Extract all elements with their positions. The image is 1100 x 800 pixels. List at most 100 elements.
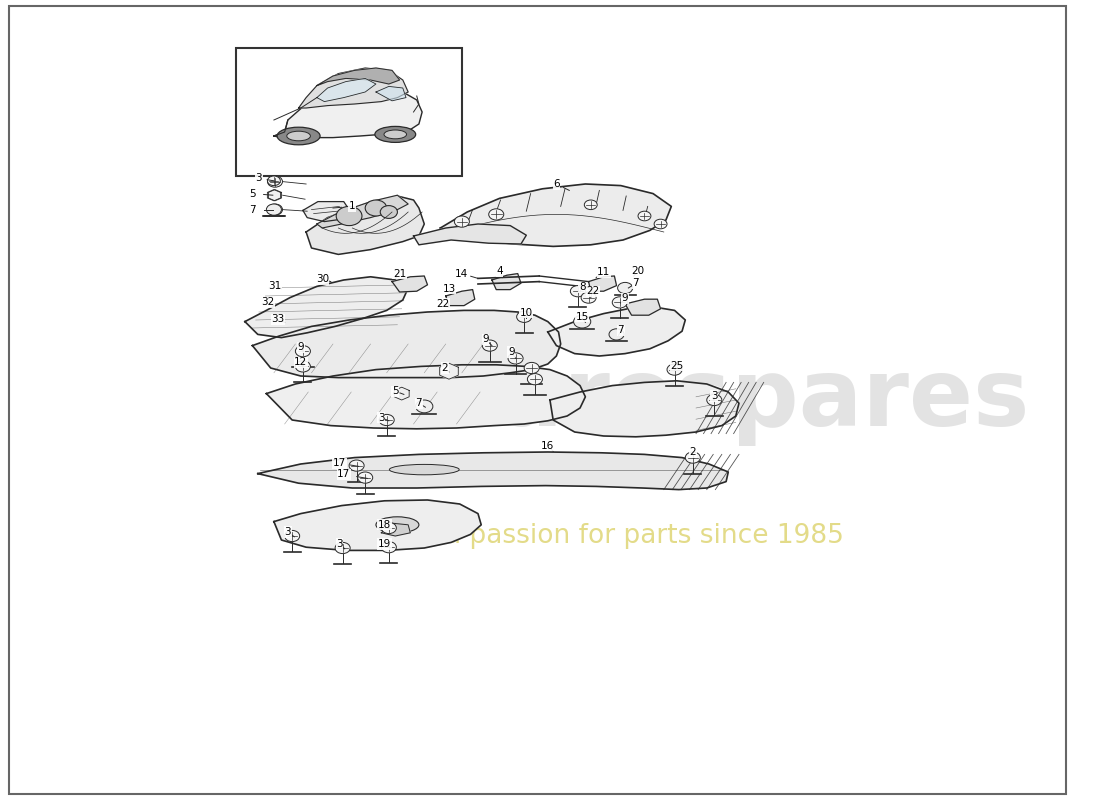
Text: 33: 33	[272, 314, 285, 324]
Text: 13: 13	[442, 284, 455, 294]
Text: 7: 7	[249, 205, 255, 214]
Text: 9: 9	[297, 342, 304, 352]
Circle shape	[266, 204, 282, 215]
Polygon shape	[317, 195, 408, 228]
Text: 3: 3	[337, 539, 343, 549]
Text: 2: 2	[441, 363, 448, 373]
Circle shape	[381, 206, 397, 218]
Polygon shape	[306, 196, 425, 254]
Polygon shape	[446, 290, 475, 306]
Text: 5: 5	[392, 386, 398, 396]
Text: 22: 22	[436, 299, 449, 309]
Text: a passion for parts since 1985: a passion for parts since 1985	[446, 523, 844, 549]
Circle shape	[609, 329, 624, 340]
Text: 32: 32	[261, 298, 274, 307]
Text: 8: 8	[579, 282, 585, 292]
Circle shape	[349, 460, 364, 471]
Text: 6: 6	[553, 179, 560, 189]
Text: 16: 16	[541, 441, 554, 450]
Polygon shape	[317, 68, 399, 86]
Text: 1: 1	[349, 202, 355, 211]
Circle shape	[285, 530, 299, 542]
Text: 31: 31	[268, 281, 282, 290]
Text: 11: 11	[597, 267, 611, 277]
Bar	[236, 48, 462, 176]
Text: 7: 7	[632, 278, 639, 288]
Circle shape	[654, 219, 667, 229]
Text: 9: 9	[482, 334, 488, 344]
Circle shape	[617, 282, 632, 294]
Polygon shape	[492, 274, 521, 290]
Circle shape	[382, 522, 396, 534]
Polygon shape	[550, 381, 739, 437]
Ellipse shape	[287, 131, 310, 141]
Text: 9: 9	[621, 294, 628, 303]
Polygon shape	[274, 84, 422, 138]
Text: 9: 9	[508, 347, 515, 357]
Polygon shape	[440, 184, 671, 246]
Circle shape	[581, 292, 596, 303]
Circle shape	[267, 176, 283, 187]
Text: 18: 18	[378, 520, 392, 530]
Polygon shape	[376, 86, 406, 101]
Polygon shape	[252, 310, 561, 378]
Circle shape	[517, 311, 531, 322]
Circle shape	[267, 176, 280, 186]
Circle shape	[685, 452, 701, 463]
Circle shape	[584, 200, 597, 210]
Text: 3: 3	[255, 174, 262, 183]
Text: 25: 25	[670, 361, 683, 370]
Text: 19: 19	[378, 539, 392, 549]
Text: 15: 15	[575, 312, 589, 322]
Polygon shape	[268, 190, 282, 201]
Text: 3: 3	[285, 527, 292, 537]
Circle shape	[527, 374, 542, 385]
Text: 7: 7	[416, 398, 422, 408]
Text: 17: 17	[333, 458, 346, 468]
Polygon shape	[392, 276, 428, 292]
Circle shape	[382, 542, 396, 553]
Text: 5: 5	[249, 189, 255, 198]
Circle shape	[638, 211, 651, 221]
Text: 22: 22	[586, 286, 600, 296]
Circle shape	[525, 362, 539, 374]
Circle shape	[358, 472, 373, 483]
Text: 10: 10	[520, 308, 532, 318]
Polygon shape	[440, 363, 459, 379]
Circle shape	[613, 297, 627, 308]
Text: 7: 7	[617, 326, 624, 335]
Circle shape	[573, 315, 591, 328]
Circle shape	[707, 394, 722, 406]
Circle shape	[508, 353, 524, 364]
Circle shape	[482, 340, 497, 351]
Circle shape	[488, 209, 504, 220]
Polygon shape	[317, 78, 376, 102]
Ellipse shape	[277, 127, 320, 145]
Ellipse shape	[384, 130, 407, 138]
Circle shape	[416, 400, 433, 413]
Text: 4: 4	[496, 266, 503, 276]
Circle shape	[365, 200, 387, 216]
Text: 20: 20	[631, 266, 645, 276]
Polygon shape	[267, 190, 280, 201]
Polygon shape	[302, 202, 349, 222]
Text: 21: 21	[393, 269, 406, 278]
Ellipse shape	[389, 464, 459, 475]
Circle shape	[454, 216, 470, 227]
Ellipse shape	[376, 517, 419, 533]
Text: 3: 3	[711, 391, 717, 401]
Circle shape	[337, 206, 362, 226]
Polygon shape	[266, 365, 585, 429]
Polygon shape	[257, 452, 728, 490]
Circle shape	[336, 542, 350, 554]
Polygon shape	[394, 387, 409, 400]
Polygon shape	[548, 307, 685, 356]
Polygon shape	[588, 276, 616, 291]
Circle shape	[267, 204, 283, 215]
Text: 2: 2	[690, 447, 696, 457]
Polygon shape	[298, 68, 408, 108]
Polygon shape	[274, 500, 481, 550]
Text: 17: 17	[337, 470, 350, 479]
Text: 12: 12	[294, 358, 307, 367]
Ellipse shape	[375, 126, 416, 142]
